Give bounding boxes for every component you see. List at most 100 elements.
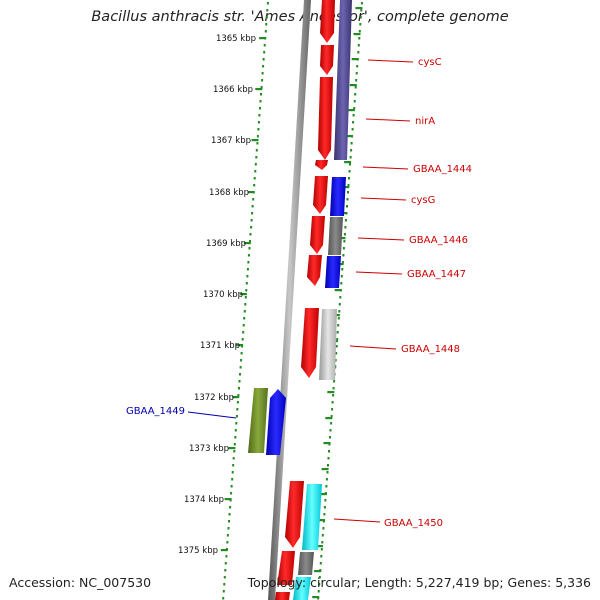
gene-label-gbaa-1448[interactable]: GBAA_1448	[401, 344, 460, 355]
ruler-dot	[230, 485, 233, 488]
gene-arrow[interactable]	[310, 216, 325, 254]
ruler-dot	[233, 450, 236, 453]
ruler-dot	[247, 254, 250, 257]
gene-arrow[interactable]	[315, 160, 328, 170]
label-leader-line	[187, 411, 237, 419]
ruler-dot	[265, 16, 268, 19]
ruler-tick	[344, 161, 352, 164]
gene-arrow[interactable]	[248, 388, 268, 453]
ruler-dot	[342, 254, 345, 257]
ruler-tick	[323, 442, 331, 445]
ruler-tick	[251, 139, 259, 142]
gene-label-gbaa-1446[interactable]: GBAA_1446	[409, 235, 468, 246]
gene-track	[248, 0, 352, 600]
ruler-dot	[256, 142, 259, 145]
ruler-dot	[241, 338, 244, 341]
gene-label-gbaa-1447[interactable]: GBAA_1447	[407, 269, 466, 280]
gene-arrow[interactable]	[328, 217, 343, 255]
ruler-tick	[232, 396, 240, 399]
gene-arrow[interactable]	[275, 592, 290, 600]
ruler-dot	[226, 541, 229, 544]
gene-arrow[interactable]	[330, 177, 346, 216]
ruler-dot	[262, 58, 265, 61]
ruler-dot	[336, 331, 339, 334]
ruler-dot	[245, 289, 248, 292]
ruler-dot	[251, 205, 254, 208]
ruler-dot	[348, 170, 351, 173]
ruler-tick	[317, 519, 325, 522]
ruler-dot	[342, 247, 345, 250]
ruler-dot	[234, 429, 237, 432]
ruler-dot	[338, 310, 341, 313]
gene-label-nirA[interactable]: nirA	[415, 116, 435, 127]
ruler-dot	[232, 457, 235, 460]
scale-tick-labels: 1365 kbp 1366 kbp 1367 kbp 1368 kbp 1369…	[178, 34, 256, 556]
ruler-tick	[236, 344, 244, 347]
gene-label-gbaa-1449[interactable]: GBAA_1449	[126, 406, 185, 417]
gene-arrow[interactable]	[318, 77, 333, 160]
ruler-tick	[321, 468, 329, 471]
ruler-dot	[341, 268, 344, 271]
ruler-dot	[324, 499, 327, 502]
ruler-dot	[257, 121, 260, 124]
ruler-dot	[243, 317, 246, 320]
ruler-dot	[331, 401, 334, 404]
gene-arrow[interactable]	[302, 484, 322, 550]
gene-arrow[interactable]	[285, 481, 304, 548]
ruler-dot	[318, 576, 321, 579]
ruler-dot	[235, 422, 238, 425]
ruler-dot	[359, 23, 362, 26]
gene-arrow[interactable]	[293, 577, 311, 600]
ruler-dot	[358, 37, 361, 40]
gene-label-gbaa-1444[interactable]: GBAA_1444	[413, 164, 472, 175]
ruler-dot	[229, 506, 232, 509]
gene-label-cysG[interactable]: cysG	[411, 195, 435, 206]
ruler-dot	[222, 590, 225, 593]
gene-arrow[interactable]	[313, 176, 328, 214]
ruler-tick	[346, 135, 353, 138]
ruler-dot	[320, 555, 323, 558]
scale-tick-label: 1372 kbp	[194, 393, 234, 403]
gene-arrow[interactable]	[319, 309, 337, 380]
gene-label-cysC[interactable]: cysC	[418, 57, 442, 68]
ruler-dot	[330, 422, 333, 425]
label-leader-line	[365, 118, 411, 122]
label-leader-line	[362, 166, 409, 170]
ruler-dot	[332, 387, 335, 390]
gene-arrow[interactable]	[301, 308, 319, 378]
ruler-tick	[351, 58, 359, 61]
ruler-dot	[323, 506, 326, 509]
gene-arrow[interactable]	[334, 0, 352, 160]
ruler-dot	[246, 275, 249, 278]
ruler-dot	[254, 170, 257, 173]
ruler-dot	[244, 303, 247, 306]
gene-arrow[interactable]	[266, 389, 286, 455]
ruler-dot	[348, 177, 350, 180]
gene-arrow[interactable]	[325, 256, 341, 288]
ruler-dot	[318, 583, 321, 586]
gene-arrow[interactable]	[320, 0, 335, 43]
ruler-dot	[321, 541, 324, 544]
gene-label-gbaa-1450[interactable]: GBAA_1450	[384, 518, 443, 529]
gene-arrow[interactable]	[320, 45, 334, 75]
ruler-dot	[236, 401, 239, 404]
ruler-dot	[360, 2, 363, 5]
ruler-tick	[312, 596, 320, 599]
map-title: Bacillus anthracis str. 'Ames Ancestor',…	[91, 9, 509, 25]
ruler-dot	[352, 121, 355, 124]
ruler-dot	[353, 100, 356, 103]
ruler-tick	[338, 237, 346, 240]
ruler-dot	[357, 44, 360, 47]
gene-arrow[interactable]	[307, 255, 322, 286]
label-leader-line	[333, 518, 381, 523]
label-leader-line	[357, 237, 405, 241]
ruler-tick	[239, 293, 247, 296]
ruler-tick	[228, 447, 236, 450]
ruler-dot	[231, 478, 234, 481]
ruler-tick	[247, 191, 255, 194]
ruler-dot	[323, 513, 326, 516]
ruler-dot	[242, 331, 245, 334]
gene-arrow[interactable]	[298, 552, 314, 575]
ruler-dot	[327, 464, 329, 467]
gene-arrow[interactable]	[277, 551, 295, 585]
